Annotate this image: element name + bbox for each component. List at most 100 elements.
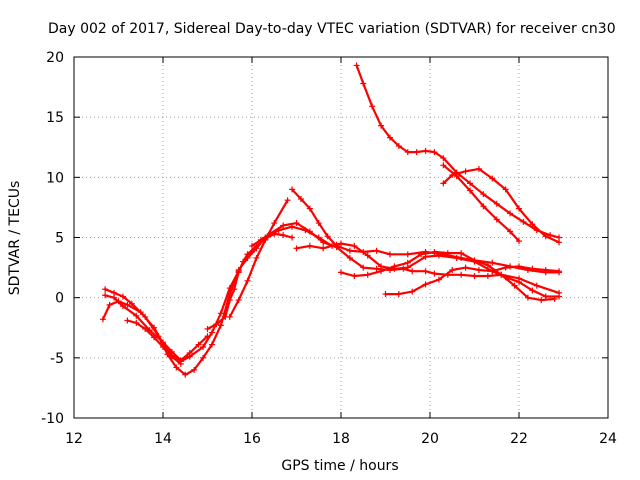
data-point — [386, 134, 393, 141]
data-point — [524, 294, 531, 301]
data-point — [208, 341, 215, 348]
data-point — [507, 210, 514, 217]
data-point — [124, 317, 131, 324]
series-sat-c — [102, 292, 211, 364]
data-point — [195, 341, 202, 348]
data-point — [346, 247, 353, 254]
data-point — [489, 268, 496, 275]
data-point — [124, 301, 131, 308]
data-point — [280, 232, 287, 239]
data-point — [324, 233, 331, 240]
series-sat-n — [440, 162, 522, 245]
data-point — [471, 273, 478, 280]
data-point — [547, 232, 554, 239]
data-point — [240, 258, 247, 265]
data-point — [253, 254, 260, 261]
x-axis-label: GPS time / hours — [281, 458, 398, 474]
series-sat-h — [289, 186, 563, 276]
data-point — [293, 220, 300, 227]
data-point — [111, 294, 118, 301]
axis-ticks: 12 14 16 18 20 22 24 -10 -5 0 5 10 15 20 — [41, 50, 617, 447]
data-point — [440, 155, 447, 162]
data-point — [351, 273, 358, 280]
data-point — [320, 245, 327, 252]
data-point — [440, 162, 447, 169]
data-point — [418, 251, 425, 258]
series-trace — [355, 64, 561, 239]
data-point — [395, 143, 402, 150]
data-point — [226, 313, 233, 320]
data-point — [516, 279, 522, 286]
data-point — [462, 264, 469, 271]
y-tick-label: -5 — [50, 351, 64, 367]
data-point — [498, 271, 505, 278]
data-point — [133, 312, 140, 319]
data-point — [102, 286, 109, 293]
data-point — [404, 259, 411, 266]
data-point — [484, 273, 491, 280]
data-point — [542, 266, 549, 273]
grid — [74, 57, 608, 418]
data-point — [306, 228, 313, 235]
data-point — [142, 313, 149, 320]
data-point — [431, 248, 438, 255]
series-sat-i — [293, 240, 563, 300]
x-tick-label: 14 — [154, 431, 172, 447]
data-point — [475, 165, 482, 172]
data-point — [353, 62, 360, 69]
data-point — [297, 195, 304, 202]
data-point — [338, 269, 344, 276]
data-point — [333, 241, 340, 248]
data-point — [480, 203, 487, 210]
data-point — [493, 216, 500, 223]
data-point — [489, 259, 496, 266]
data-point — [493, 200, 500, 207]
data-point — [529, 221, 536, 228]
data-point — [289, 234, 296, 241]
data-point — [480, 191, 487, 198]
data-point — [186, 350, 193, 357]
data-point — [284, 197, 291, 204]
data-point — [435, 276, 442, 283]
data-point — [556, 268, 563, 275]
data-point — [458, 250, 465, 257]
data-point — [373, 265, 380, 272]
data-point — [409, 288, 416, 295]
data-point — [458, 271, 465, 278]
data-point — [422, 281, 429, 288]
data-point — [409, 268, 416, 275]
chart-title: Day 002 of 2017, Sidereal Day-to-day VTE… — [48, 21, 616, 37]
data-point — [422, 147, 429, 154]
data-point — [516, 238, 522, 245]
data-point — [378, 122, 385, 129]
data-point — [249, 248, 255, 255]
data-point — [99, 316, 106, 323]
data-point — [244, 251, 251, 258]
data-point — [204, 325, 211, 332]
data-point — [378, 268, 385, 275]
series-sat-f — [226, 197, 291, 320]
data-point — [453, 254, 460, 261]
series-sat-j — [338, 248, 558, 304]
data-point — [364, 271, 371, 278]
data-point — [467, 180, 474, 187]
data-point — [502, 186, 509, 193]
data-point — [306, 242, 313, 249]
series-sat-l — [353, 62, 563, 241]
data-point — [511, 282, 518, 289]
data-point — [507, 228, 514, 235]
series-sat-k — [382, 263, 563, 298]
data-point — [200, 344, 207, 351]
data-point — [422, 268, 429, 275]
data-point — [542, 293, 549, 300]
data-point — [315, 220, 322, 227]
data-point — [280, 222, 287, 229]
y-tick-label: 10 — [46, 170, 64, 186]
data-point — [271, 220, 278, 227]
data-point — [364, 252, 371, 259]
data-point — [293, 245, 300, 252]
data-point — [502, 264, 509, 271]
data-point — [173, 364, 180, 371]
data-point — [422, 253, 429, 260]
data-point — [244, 277, 251, 284]
